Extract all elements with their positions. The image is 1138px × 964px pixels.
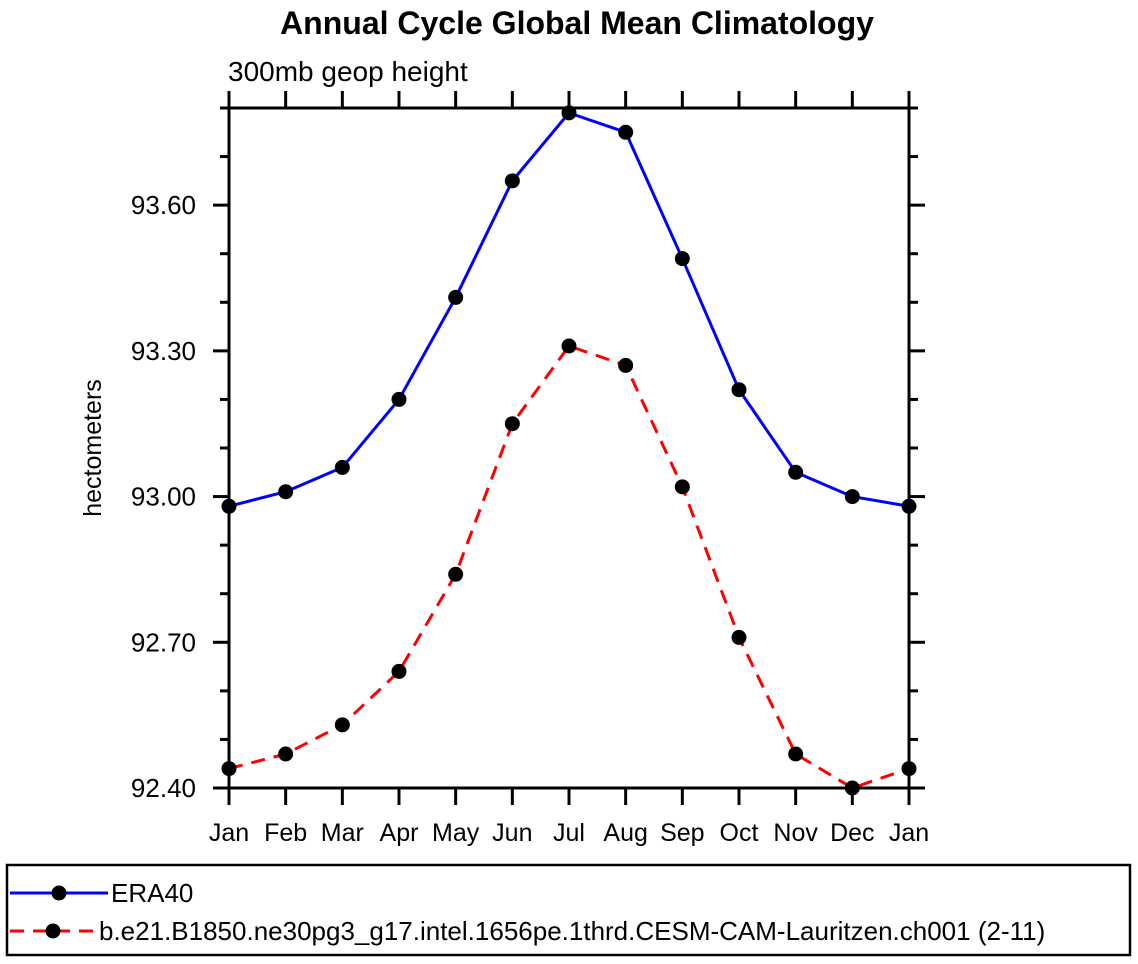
data-point-marker [278,484,294,500]
data-point-marker [334,717,350,733]
x-tick-label: Sep [660,819,704,847]
legend-sample-marker [45,923,61,939]
data-point-marker [731,629,747,645]
x-tick-label: Jul [553,819,585,847]
y-tick-label: 93.60 [131,190,196,220]
data-point-marker [221,761,237,777]
data-point-marker [674,251,690,267]
data-point-marker [391,663,407,679]
data-point-marker [221,498,237,514]
y-tick-label: 93.00 [131,482,196,512]
legend-label: ERA40 [111,878,193,908]
data-point-marker [504,416,520,432]
data-point-marker [391,391,407,407]
data-point-marker [334,459,350,475]
plot-border [227,106,911,790]
x-tick-label: Nov [773,819,818,847]
chart-title: Annual Cycle Global Mean Climatology [280,5,874,41]
data-point-marker [901,761,917,777]
x-tick-label: Feb [264,819,307,847]
data-series [221,105,917,796]
legend-sample-marker [51,885,67,901]
data-point-marker [278,746,294,762]
x-tick-label: Aug [603,819,647,847]
x-tick-label: Dec [830,819,874,847]
chart-subtitle: 300mb geop height [228,56,468,87]
x-tick-label: Jun [492,819,532,847]
data-point-marker [448,289,464,305]
data-point-marker [731,382,747,398]
data-point-marker [561,338,577,354]
x-tick-label: Apr [380,819,419,847]
x-tick-label: May [432,819,480,847]
data-point-marker [844,489,860,505]
y-tick-label: 93.30 [131,336,196,366]
y-axis-label: hectometers [79,379,107,517]
plot-frame [227,106,911,790]
x-tick-label: Jan [889,819,929,847]
axis-ticks [213,91,925,805]
y-tick-label: 92.70 [131,627,196,657]
legend-box [5,863,1132,957]
series-line-model [228,344,910,790]
data-point-marker [901,498,917,514]
x-tick-label: Oct [720,819,759,847]
data-point-marker [788,464,804,480]
legend-label: b.e21.B1850.ne30pg3_g17.intel.1656pe.1th… [99,916,1045,946]
data-point-marker [618,124,634,140]
legend: ERA40 b.e21.B1850.ne30pg3_g17.intel.1656p… [5,863,1132,957]
y-tick-label: 92.40 [131,773,196,803]
series-line-era40 [228,111,910,508]
x-tick-label: Jan [209,819,249,847]
data-point-marker [504,173,520,189]
data-point-marker [674,479,690,495]
data-point-marker [448,566,464,582]
data-point-marker [788,746,804,762]
x-tick-label: Mar [321,819,364,847]
data-point-marker [618,357,634,373]
data-point-marker [561,105,577,121]
axis-tick-labels: Jan Feb Mar Apr May Jun Jul Aug Sep Oct Nov Dec Jan 9… [131,190,929,847]
data-point-marker [844,780,860,796]
